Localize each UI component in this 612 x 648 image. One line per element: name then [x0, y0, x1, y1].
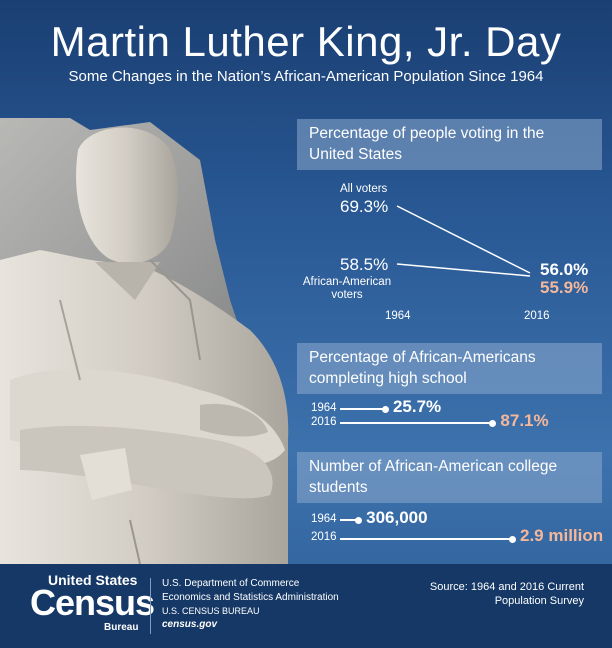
footer: United States Census Bureau U.S. Departm… [0, 564, 612, 648]
college-bar-1964 [340, 519, 359, 521]
all-voters-1964-value: 69.3% [340, 197, 389, 216]
college-value-1964: 306,000 [366, 508, 428, 527]
source-line-2: Population Survey [494, 595, 584, 607]
college-dot-2016 [509, 535, 516, 543]
college-dot-1964 [355, 516, 363, 524]
college-bar-2016 [340, 538, 512, 540]
hs-value-1964: 25.7% [392, 397, 442, 416]
all-voters-line [396, 205, 531, 274]
voting-chart-title: Percentage of people voting in the Unite… [297, 119, 602, 170]
census-logo-bureau: Bureau [104, 622, 139, 633]
footer-source: Source: 1964 and 2016 Current Population… [384, 580, 584, 608]
aa-voters-label: African-American voters [302, 276, 392, 301]
college-chart-title: Number of African-American college stude… [297, 452, 602, 503]
census-logo-main: Census [30, 582, 155, 623]
hs-bar-2016 [340, 422, 493, 424]
aa-voters-1964-value: 58.5% [340, 255, 389, 274]
hs-dot-1964 [381, 405, 389, 413]
voting-x-tick-2016: 2016 [524, 310, 550, 322]
college-cat-2016: 2016 [311, 531, 337, 543]
footer-bureau: U.S. CENSUS BUREAU [162, 606, 260, 616]
census-logo-top: United States [48, 572, 138, 588]
source-line-1: Source: 1964 and 2016 Current [429, 581, 584, 593]
footer-dept: U.S. Department of Commerce [162, 578, 300, 589]
african-american-voters-line [396, 263, 531, 277]
college-cat-1964: 1964 [311, 513, 337, 525]
hs-cat-2016: 2016 [311, 416, 337, 428]
hs-dot-2016 [489, 419, 497, 427]
hs-bar-1964 [340, 408, 385, 410]
page-title: Martin Luther King, Jr. Day [50, 18, 562, 65]
hs-value-2016: 87.1% [500, 411, 549, 430]
aa-voters-2016-value: 55.9% [540, 278, 589, 297]
high-school-chart-title: Percentage of African-Americans completi… [297, 343, 602, 394]
college-value-2016: 2.9 million [520, 526, 604, 545]
hs-cat-1964: 1964 [311, 402, 337, 414]
census-site-link[interactable]: census.gov [162, 619, 218, 630]
page-subtitle: Some Changes in the Nation’s African-Ame… [68, 68, 544, 85]
footer-divider [150, 578, 151, 634]
all-voters-2016-value: 56.0% [540, 260, 589, 279]
footer-admin: Economics and Statistics Administration [162, 592, 339, 603]
voting-x-tick-1964: 1964 [385, 310, 411, 322]
all-voters-label: All voters [340, 183, 388, 195]
